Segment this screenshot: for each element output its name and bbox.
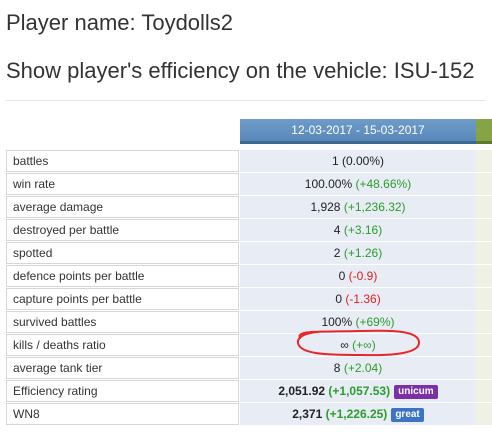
stat-value: 8 <box>333 361 341 375</box>
stat-delta: (+1,226.25) <box>325 407 388 421</box>
stat-row-tail <box>476 403 492 425</box>
stat-value-cell: 4 (+3.16) <box>240 219 476 241</box>
stat-row-tail <box>476 242 492 264</box>
stat-value-cell: 2,371 (+1,226.25) great <box>240 403 476 425</box>
rating-badge: unicum <box>394 385 438 399</box>
stat-label: battles <box>6 150 239 172</box>
stat-delta: (-0.9) <box>348 269 378 283</box>
stat-label: survived battles <box>6 311 239 333</box>
stat-delta: (+48.66%) <box>355 177 412 191</box>
vehicle-efficiency-heading: Show player's efficiency on the vehicle:… <box>6 58 475 83</box>
player-name-heading: Player name: Toydolls2 <box>6 10 234 35</box>
stat-row: average damage 1,928 (+1,236.32) <box>6 196 492 218</box>
stat-row: Efficiency rating 2,051.92 (+1,057.53) uni… <box>6 380 492 402</box>
stat-delta: (+69%) <box>355 315 395 329</box>
stat-label: destroyed per battle <box>6 219 239 241</box>
stat-row-tail <box>476 288 492 310</box>
stat-label: defence points per battle <box>6 265 239 287</box>
stat-value: ∞ <box>340 338 349 352</box>
stat-row: average tank tier 8 (+2.04) <box>6 357 492 379</box>
stat-value-cell: 2,051.92 (+1,057.53) unicum <box>240 380 476 402</box>
stat-delta: (0.00%) <box>342 154 385 168</box>
stat-value: 0 <box>338 269 346 283</box>
stat-value-cell: 1,928 (+1,236.32) <box>240 196 476 218</box>
stat-row: survived battles 100% (+69%) <box>6 311 492 333</box>
stat-row-tail <box>476 334 492 356</box>
stat-row-tail <box>476 380 492 402</box>
stat-value: 2 <box>333 246 341 260</box>
stat-value-cell: 2 (+1.26) <box>240 242 476 264</box>
stat-delta: (+1,236.32) <box>343 200 406 214</box>
stat-value: 100.00% <box>304 177 353 191</box>
stat-row-tail <box>476 150 492 172</box>
stat-delta: (-1.36) <box>345 292 381 306</box>
stat-value: 100% <box>321 315 353 329</box>
stat-label: average tank tier <box>6 357 239 379</box>
stat-row-tail <box>476 265 492 287</box>
stat-value: 1 <box>331 154 339 168</box>
stats-rows: battles 1 (0.00%) win rate 100.00% (+48.66%… <box>6 150 492 425</box>
period-column-header[interactable]: 12-03-2017 - 15-03-2017 <box>240 119 476 144</box>
stat-value: 1,928 <box>310 200 341 214</box>
stat-delta: (+∞) <box>352 338 376 352</box>
stat-row-tail <box>476 311 492 333</box>
stat-value-cell: 0 (-0.9) <box>240 265 476 287</box>
stat-value-cell: 1 (0.00%) <box>240 150 476 172</box>
stat-label: kills / deaths ratio <box>6 334 239 356</box>
stat-row: win rate 100.00% (+48.66%) <box>6 173 492 195</box>
stat-value: 2,371 <box>292 407 323 421</box>
stat-row-tail <box>476 196 492 218</box>
stat-label: WN8 <box>6 403 239 425</box>
stat-value: 4 <box>333 223 341 237</box>
stat-row-tail <box>476 173 492 195</box>
period-column-edge <box>476 119 492 144</box>
stat-row-tail <box>476 357 492 379</box>
stat-value: 2,051.92 <box>278 384 326 398</box>
stat-label: win rate <box>6 173 239 195</box>
stat-value-cell: 100% (+69%) <box>240 311 476 333</box>
stat-value-cell: 0 (-1.36) <box>240 288 476 310</box>
rating-badge: great <box>391 408 424 422</box>
stat-row: kills / deaths ratio ∞ (+∞) <box>6 334 492 356</box>
stat-delta: (+1.26) <box>343 246 383 260</box>
stat-value-cell: 100.00% (+48.66%) <box>240 173 476 195</box>
stat-value: 0 <box>335 292 342 306</box>
period-header-row: 12-03-2017 - 15-03-2017 <box>6 119 492 144</box>
stat-row: capture points per battle 0 (-1.36) <box>6 288 492 310</box>
stat-value-cell: 8 (+2.04) <box>240 357 476 379</box>
stats-table: 12-03-2017 - 15-03-2017 battles 1 (0.00%)… <box>6 119 492 426</box>
stat-label: Efficiency rating <box>6 380 239 402</box>
stat-delta: (+3.16) <box>343 223 383 237</box>
stat-label: average damage <box>6 196 239 218</box>
stat-row: spotted 2 (+1.26) <box>6 242 492 264</box>
stat-delta: (+2.04) <box>343 361 383 375</box>
stat-row: WN8 2,371 (+1,226.25) great <box>6 403 492 425</box>
stat-row: battles 1 (0.00%) <box>6 150 492 172</box>
stat-value-cell: ∞ (+∞) <box>240 334 476 356</box>
header-divider <box>6 100 486 101</box>
stat-label: spotted <box>6 242 239 264</box>
stat-row: destroyed per battle 4 (+3.16) <box>6 219 492 241</box>
stat-row-tail <box>476 219 492 241</box>
stat-delta: (+1,057.53) <box>328 384 391 398</box>
stat-label: capture points per battle <box>6 288 239 310</box>
stat-row: defence points per battle 0 (-0.9) <box>6 265 492 287</box>
